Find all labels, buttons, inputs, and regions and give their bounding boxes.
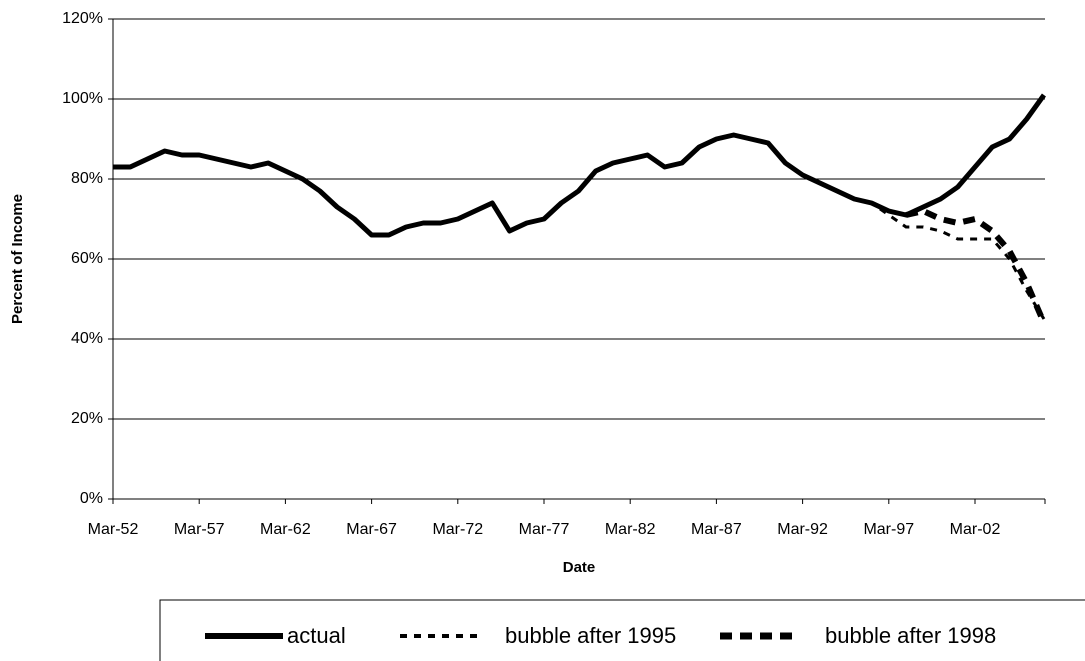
series-line: [113, 93, 1046, 238]
x-tick-label: Mar-77: [519, 521, 570, 538]
x-tick-label: Mar-87: [691, 521, 742, 538]
x-tick-label: Mar-72: [432, 521, 483, 538]
series-line: [853, 197, 1046, 320]
x-tick-label: Mar-02: [950, 521, 1001, 538]
x-tick-label: Mar-82: [605, 521, 656, 538]
y-tick-label: 20%: [71, 410, 103, 427]
legend-label: bubble after 1995: [505, 623, 676, 648]
legend-box: [159, 599, 1085, 661]
x-tick-label: Mar-92: [777, 521, 828, 538]
y-axis-title: Percent of Income: [9, 194, 26, 324]
x-axis-title: Date: [563, 559, 596, 576]
legend-label: actual: [287, 623, 346, 648]
y-tick-label: 40%: [71, 330, 103, 347]
x-tick-label: Mar-57: [174, 521, 225, 538]
y-tick-label: 100%: [62, 90, 103, 107]
y-tick-label: 80%: [71, 170, 103, 187]
y-tick-label: 0%: [80, 490, 103, 507]
y-tick-label: 60%: [71, 250, 103, 267]
legend-label: bubble after 1998: [825, 623, 996, 648]
series-line: [905, 208, 1047, 325]
x-tick-label: Mar-67: [346, 521, 397, 538]
x-tick-label: Mar-97: [863, 521, 914, 538]
x-tick-label: Mar-52: [88, 521, 139, 538]
x-tick-label: Mar-62: [260, 521, 311, 538]
y-tick-label: 120%: [62, 10, 103, 27]
